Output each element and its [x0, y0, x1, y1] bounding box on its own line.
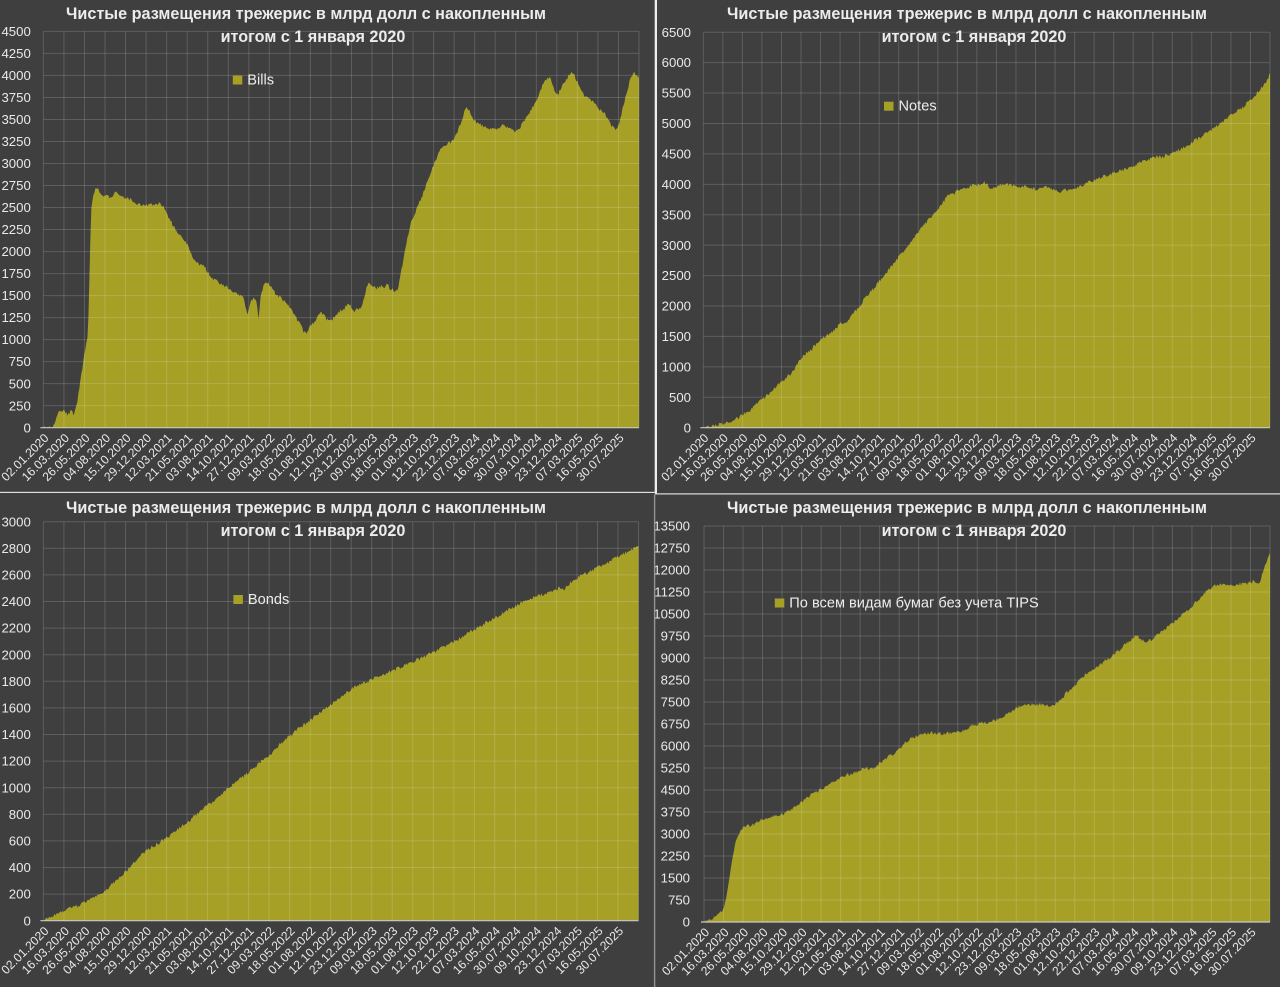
svg-text:2000: 2000: [1, 647, 30, 662]
svg-text:1750: 1750: [1, 266, 30, 281]
svg-text:Чистые размещения трежерис в м: Чистые размещения трежерис в млрд долл с…: [727, 5, 1207, 23]
svg-text:итогом с 1 января 2020: итогом с 1 января 2020: [221, 522, 406, 540]
svg-text:6500: 6500: [662, 25, 691, 40]
svg-text:3000: 3000: [1, 514, 30, 529]
svg-text:750: 750: [9, 354, 31, 369]
svg-text:250: 250: [9, 398, 31, 413]
svg-text:2750: 2750: [1, 178, 30, 193]
svg-text:4250: 4250: [1, 46, 30, 61]
svg-text:12750: 12750: [653, 541, 690, 556]
svg-text:2400: 2400: [1, 594, 30, 609]
svg-text:200: 200: [9, 887, 31, 902]
svg-text:750: 750: [668, 893, 690, 908]
svg-text:1500: 1500: [661, 871, 690, 886]
svg-text:1200: 1200: [1, 754, 30, 769]
svg-text:Чистые размещения трежерис в м: Чистые размещения трежерис в млрд долл с…: [727, 499, 1207, 517]
svg-text:Чистые размещения трежерис в м: Чистые размещения трежерис в млрд долл с…: [66, 499, 546, 517]
svg-text:итогом с 1 января 2020: итогом с 1 января 2020: [882, 28, 1067, 46]
svg-text:2500: 2500: [662, 268, 691, 283]
svg-text:2800: 2800: [1, 541, 30, 556]
svg-text:4000: 4000: [1, 68, 30, 83]
svg-text:3250: 3250: [1, 134, 30, 149]
svg-text:8250: 8250: [661, 673, 690, 688]
svg-text:1000: 1000: [662, 360, 691, 375]
svg-text:3000: 3000: [662, 238, 691, 253]
svg-text:4000: 4000: [662, 177, 691, 192]
svg-text:1400: 1400: [1, 727, 30, 742]
svg-text:9000: 9000: [661, 651, 690, 666]
svg-text:0: 0: [683, 915, 690, 930]
svg-text:5500: 5500: [662, 86, 691, 101]
svg-text:13500: 13500: [653, 519, 690, 534]
svg-text:0: 0: [23, 913, 30, 928]
svg-text:1500: 1500: [1, 288, 30, 303]
svg-text:1800: 1800: [1, 674, 30, 689]
svg-text:11250: 11250: [654, 585, 690, 600]
svg-text:1500: 1500: [662, 329, 691, 344]
svg-text:2000: 2000: [1, 244, 30, 259]
svg-text:6750: 6750: [661, 717, 690, 732]
svg-text:9750: 9750: [661, 629, 690, 644]
svg-text:2200: 2200: [1, 621, 30, 636]
svg-text:3500: 3500: [1, 112, 30, 127]
svg-text:итогом с 1 января 2020: итогом с 1 января 2020: [882, 522, 1067, 540]
svg-text:500: 500: [669, 390, 691, 405]
svg-text:1000: 1000: [1, 780, 30, 795]
svg-text:3750: 3750: [1, 90, 30, 105]
svg-text:0: 0: [23, 420, 30, 435]
svg-text:10500: 10500: [653, 607, 690, 622]
svg-text:3000: 3000: [1, 156, 30, 171]
svg-text:500: 500: [9, 376, 31, 391]
svg-text:2250: 2250: [661, 849, 690, 864]
svg-text:Bonds: Bonds: [248, 592, 289, 608]
svg-text:1000: 1000: [1, 332, 30, 347]
svg-text:3750: 3750: [661, 805, 690, 820]
svg-text:0: 0: [684, 420, 691, 435]
svg-text:2600: 2600: [1, 568, 30, 583]
svg-text:1600: 1600: [1, 701, 30, 716]
svg-text:2000: 2000: [662, 299, 691, 314]
svg-text:5000: 5000: [662, 116, 691, 131]
svg-text:Чистые размещения трежерис в м: Чистые размещения трежерис в млрд долл с…: [66, 5, 546, 23]
svg-text:5250: 5250: [661, 761, 690, 776]
svg-text:4500: 4500: [662, 147, 691, 162]
svg-text:2500: 2500: [1, 200, 30, 215]
svg-text:800: 800: [9, 807, 31, 822]
svg-text:12000: 12000: [653, 563, 690, 578]
svg-text:2250: 2250: [1, 222, 30, 237]
svg-text:600: 600: [9, 834, 31, 849]
svg-text:7500: 7500: [661, 695, 690, 710]
svg-text:1250: 1250: [1, 310, 30, 325]
svg-text:Bills: Bills: [247, 73, 274, 89]
svg-text:6000: 6000: [661, 739, 690, 754]
svg-text:4500: 4500: [661, 783, 690, 798]
svg-text:По всем видам бумаг без учета: По всем видам бумаг без учета TIPS: [789, 596, 1039, 612]
svg-text:400: 400: [9, 860, 31, 875]
svg-text:3000: 3000: [661, 827, 690, 842]
svg-text:4500: 4500: [1, 24, 30, 39]
svg-text:итогом с 1 января 2020: итогом с 1 января 2020: [221, 28, 406, 46]
svg-text:6000: 6000: [662, 55, 691, 70]
svg-text:Notes: Notes: [899, 99, 937, 115]
svg-text:3500: 3500: [662, 207, 691, 222]
